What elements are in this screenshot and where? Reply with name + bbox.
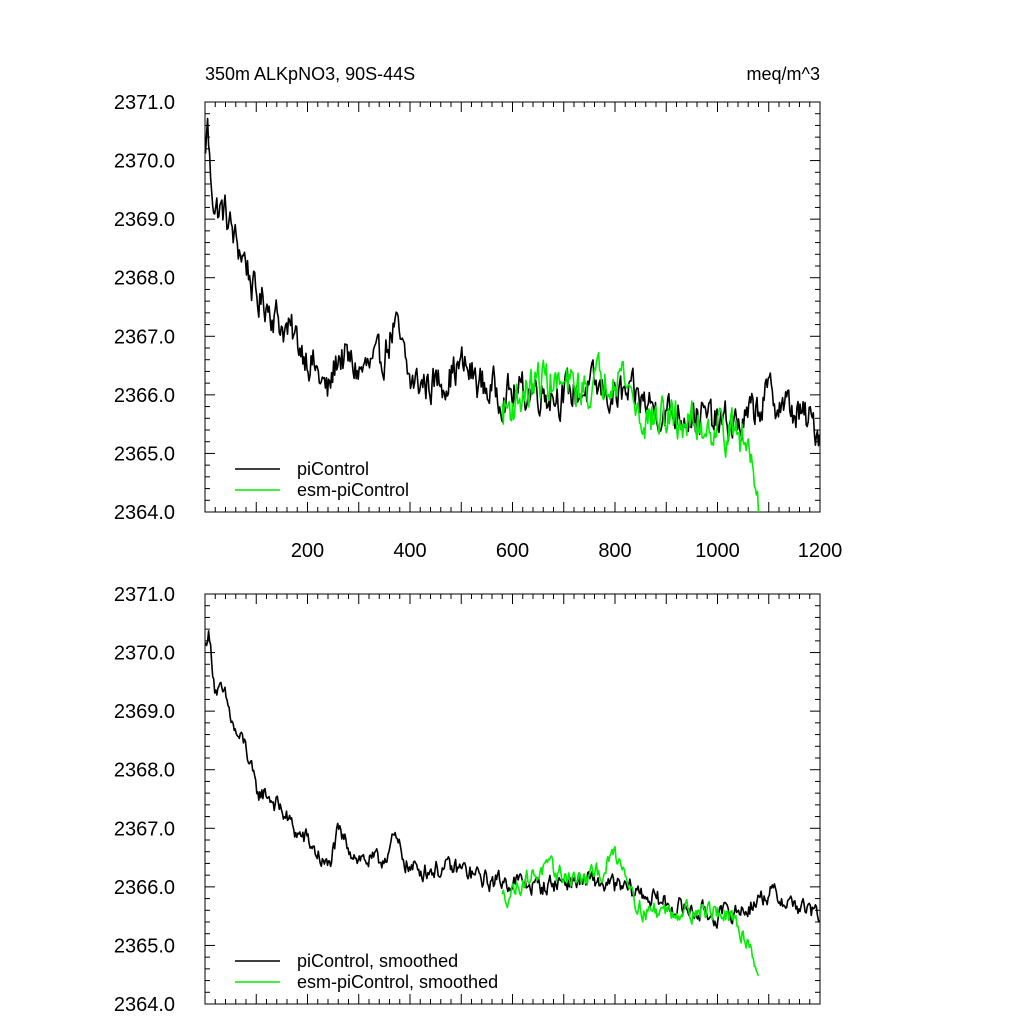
- y-tick-label: 2368.0: [114, 760, 175, 782]
- axis-ticks: [204, 101, 821, 513]
- bottom-plot-panel: 2371.0 2370.0 2369.0 2368.0 2367.0 2366.0 2365…: [114, 584, 821, 1016]
- legend-label-picontrol: piControl: [297, 459, 369, 479]
- x-tick-label: 1200: [798, 540, 843, 562]
- legend: piControl, smoothed esm-piControl, smoot…: [235, 951, 498, 992]
- y-tick-label: 2366.0: [114, 385, 175, 407]
- series-lines: [204, 117, 821, 513]
- y-axis-tick-labels: 2371.0 2370.0 2369.0 2368.0 2367.0 2366.0 2365…: [114, 92, 175, 524]
- legend-label-esm-picontrol-smoothed: esm-piControl, smoothed: [297, 972, 498, 992]
- y-tick-label: 2367.0: [114, 818, 175, 840]
- y-tick-label: 2367.0: [114, 326, 175, 348]
- x-axis-tick-labels: 200 400 600 800 1000 1200: [291, 540, 842, 562]
- series-lines: [204, 630, 821, 976]
- series-line-esm-picontrol: [501, 351, 760, 513]
- x-tick-label: 600: [496, 540, 529, 562]
- plot-frame: [204, 101, 821, 513]
- axis-ticks: [204, 593, 821, 1005]
- y-tick-label: 2366.0: [114, 877, 175, 899]
- y-axis-tick-labels: 2371.0 2370.0 2369.0 2368.0 2367.0 2366.0 2365…: [114, 584, 175, 1016]
- plot-frame: [204, 593, 821, 1005]
- legend-label-esm-picontrol: esm-piControl: [297, 480, 409, 500]
- top-plot-panel: 350m ALKpNO3, 90S-44S meq/m^3 2371.0 2370…: [114, 64, 842, 562]
- plot-units: meq/m^3: [747, 64, 820, 84]
- y-tick-label: 2369.0: [114, 701, 175, 723]
- y-tick-label: 2365.0: [114, 935, 175, 957]
- x-tick-label: 1000: [695, 540, 740, 562]
- y-tick-label: 2368.0: [114, 268, 175, 290]
- y-tick-label: 2364.0: [114, 502, 175, 524]
- legend: piControl esm-piControl: [235, 459, 409, 500]
- legend-label-picontrol-smoothed: piControl, smoothed: [297, 951, 458, 971]
- plot-title: 350m ALKpNO3, 90S-44S: [205, 64, 415, 84]
- y-tick-label: 2370.0: [114, 151, 175, 173]
- y-tick-label: 2364.0: [114, 994, 175, 1016]
- y-tick-label: 2371.0: [114, 92, 175, 114]
- x-tick-label: 400: [393, 540, 426, 562]
- x-tick-label: 200: [291, 540, 324, 562]
- series-line-esm-picontrol-smoothed: [501, 845, 760, 976]
- x-tick-label: 800: [598, 540, 631, 562]
- y-tick-label: 2365.0: [114, 443, 175, 465]
- y-tick-label: 2371.0: [114, 584, 175, 606]
- series-line-picontrol: [204, 117, 821, 447]
- y-tick-label: 2369.0: [114, 209, 175, 231]
- y-tick-label: 2370.0: [114, 643, 175, 665]
